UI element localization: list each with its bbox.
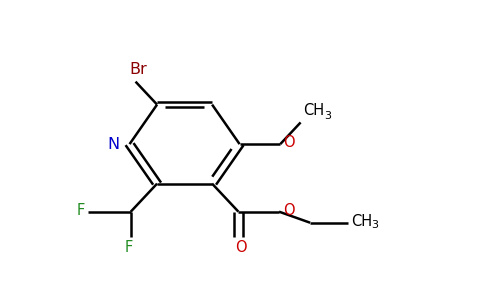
Text: Br: Br — [129, 62, 147, 77]
Text: F: F — [124, 240, 133, 255]
Text: F: F — [77, 203, 85, 218]
Text: CH: CH — [303, 103, 324, 118]
Text: CH: CH — [351, 214, 372, 229]
Text: 3: 3 — [324, 111, 331, 121]
Text: 3: 3 — [371, 220, 378, 230]
Text: O: O — [235, 240, 247, 255]
Text: N: N — [108, 136, 120, 152]
Text: O: O — [283, 135, 294, 150]
Text: O: O — [283, 203, 295, 218]
